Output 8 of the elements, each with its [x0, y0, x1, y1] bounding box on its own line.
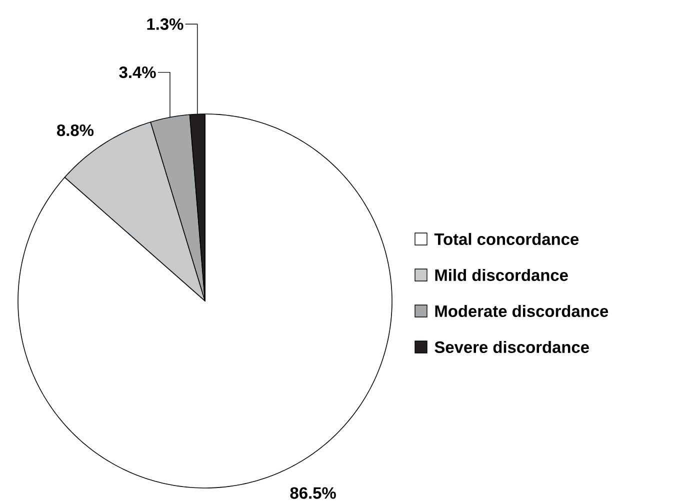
data-label: 86.5%	[290, 487, 336, 499]
legend-label: Severe discordance	[434, 340, 589, 354]
data-label: 1.3%	[147, 18, 184, 30]
legend-label: Total concordance	[434, 232, 579, 246]
legend-label: Moderate discordance	[435, 304, 608, 318]
data-label: 8.8%	[57, 124, 94, 136]
data-label: 3.4%	[119, 66, 156, 78]
legend-label: Mild discordance	[435, 268, 568, 282]
